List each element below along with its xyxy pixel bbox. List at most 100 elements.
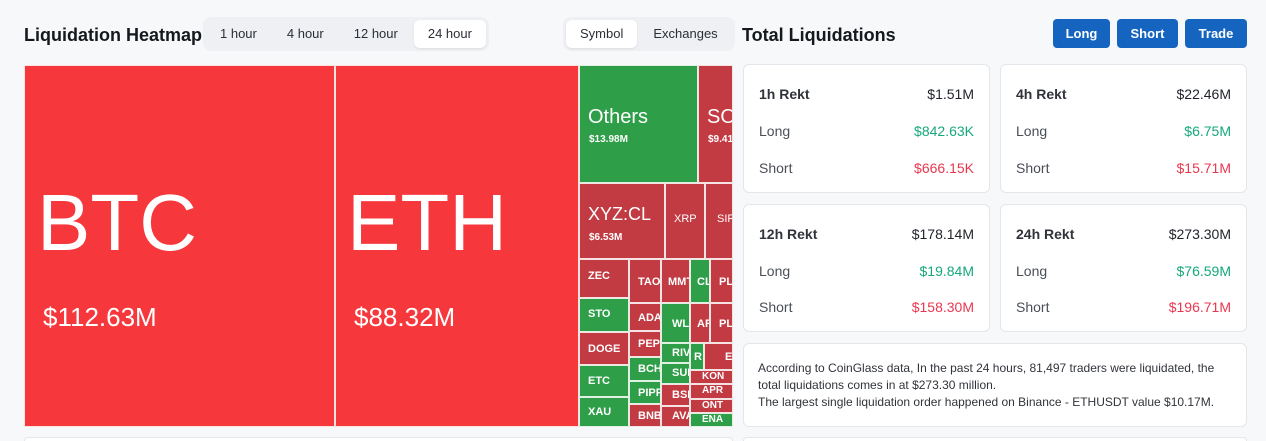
view-tabs: Symbol Exchanges	[563, 17, 735, 51]
short-button[interactable]: Short	[1117, 19, 1178, 48]
next-panel-edge-right	[743, 437, 1247, 441]
tile-symbol: KON	[702, 371, 725, 382]
tile-r[interactable]: R	[690, 343, 704, 370]
tile-symbol: SIR	[717, 213, 732, 225]
tile-symbol: E	[725, 351, 733, 363]
tile-sol[interactable]: SOL $9.41M	[698, 65, 733, 183]
tile-symbol: BTC	[37, 178, 197, 267]
card-total: $22.46M	[1176, 86, 1231, 102]
liquidation-heatmap: BTC $112.63M ETH $88.32M Others $13.98M …	[24, 65, 733, 427]
tile-symbol: DOGE	[588, 343, 621, 355]
tile-wl[interactable]: WL	[661, 303, 690, 343]
tile-value: $6.53M	[589, 232, 623, 243]
long-label: Long	[759, 123, 791, 139]
tile-symbol: SOL	[707, 106, 732, 128]
tile-xyzcl[interactable]: XYZ:CL $6.53M	[579, 183, 665, 259]
tile-others[interactable]: Others $13.98M	[579, 65, 698, 183]
tile-sto[interactable]: STO	[579, 298, 629, 332]
long-button[interactable]: Long	[1053, 19, 1110, 48]
tile-symbol: XRP	[674, 213, 697, 225]
short-label: Short	[759, 299, 793, 315]
tab-24-hour[interactable]: 24 hour	[413, 20, 486, 48]
rekt-card-4h: 4h Rekt $22.46M Long $6.75M Short $15.71M	[1000, 64, 1247, 193]
tile-ena[interactable]: ENA	[690, 413, 733, 427]
tile-riv[interactable]: RIV	[661, 343, 690, 363]
tile-mmt[interactable]: MMT	[661, 259, 690, 303]
card-total: $273.30M	[1168, 226, 1231, 242]
tile-symbol: ENA	[702, 414, 724, 425]
tile-pl-2[interactable]: PL	[710, 303, 733, 343]
tile-symbol: ETH	[347, 178, 507, 267]
tile-symbol: PIPPI	[638, 387, 660, 399]
tab-symbol[interactable]: Symbol	[566, 20, 638, 48]
tile-symbol: PL	[719, 276, 733, 288]
tile-symbol: R	[694, 351, 702, 363]
tile-ont[interactable]: ONT	[690, 399, 733, 413]
long-value: $76.59M	[1176, 263, 1231, 279]
tile-ar[interactable]: AR	[690, 303, 710, 343]
tile-sui[interactable]: SUI	[661, 363, 690, 384]
card-title: 24h Rekt	[1016, 226, 1075, 242]
tile-symbol: BSB	[672, 389, 689, 401]
tile-bsb[interactable]: BSB	[661, 384, 690, 406]
tab-exchanges[interactable]: Exchanges	[653, 26, 718, 41]
tab-4-hour[interactable]: 4 hour	[286, 26, 324, 41]
tile-symbol: PL	[719, 318, 733, 330]
tile-symbol: ZEC	[588, 270, 610, 282]
tile-pepe[interactable]: PEPE	[629, 331, 661, 357]
tile-symbol: AR	[697, 318, 709, 330]
short-label: Short	[759, 160, 793, 176]
card-title: 12h Rekt	[759, 226, 818, 242]
tile-symbol: XYZ:CL	[588, 204, 652, 224]
next-panel-edge-left	[24, 437, 733, 441]
tile-btc[interactable]: BTC $112.63M	[24, 65, 335, 427]
rekt-card-1h: 1h Rekt $1.51M Long $842.63K Short $666.15K	[743, 64, 990, 193]
tile-symbol: ONT	[702, 400, 724, 411]
summary-line-1: According to CoinGlass data, In the past…	[758, 361, 1215, 392]
card-total: $1.51M	[927, 86, 974, 102]
tile-apr[interactable]: APR	[690, 384, 733, 399]
tile-sir[interactable]: SIR	[705, 183, 733, 259]
tile-value: $13.98M	[589, 134, 628, 145]
tile-symbol: MMT	[668, 276, 689, 288]
tile-kon[interactable]: KON	[690, 370, 733, 384]
tile-symbol: SUI	[672, 367, 690, 379]
tile-symbol: XAU	[588, 406, 612, 418]
long-value: $6.75M	[1184, 123, 1231, 139]
summary-line-2: The largest single liquidation order hap…	[758, 395, 1215, 409]
tile-symbol: WL	[672, 318, 690, 330]
liquidation-summary: According to CoinGlass data, In the past…	[743, 343, 1247, 427]
tile-symbol: BCH	[638, 363, 661, 375]
tile-zec[interactable]: ZEC	[579, 259, 629, 298]
tile-e[interactable]: E	[704, 343, 733, 370]
tile-symbol: APR	[702, 385, 724, 396]
tile-doge[interactable]: DOGE	[579, 332, 629, 365]
long-label: Long	[1016, 263, 1048, 279]
rekt-card-24h: 24h Rekt $273.30M Long $76.59M Short $196.7…	[1000, 204, 1247, 332]
tile-pippi[interactable]: PIPPI	[629, 381, 661, 404]
tile-symbol: Others	[588, 106, 649, 128]
rekt-card-12h: 12h Rekt $178.14M Long $19.84M Short $158.3…	[743, 204, 990, 332]
tile-symbol: PEPE	[638, 338, 661, 350]
tile-symbol: BNB	[638, 410, 661, 422]
tab-1-hour[interactable]: 1 hour	[220, 26, 257, 41]
tile-symbol: TAO	[638, 276, 661, 288]
short-label: Short	[1016, 299, 1050, 315]
tile-xau[interactable]: XAU	[579, 397, 629, 427]
short-value: $666.15K	[914, 160, 974, 176]
heatmap-title: Liquidation Heatmap	[24, 25, 203, 45]
tab-12-hour[interactable]: 12 hour	[353, 26, 398, 41]
tile-bch[interactable]: BCH	[629, 357, 661, 381]
tile-eth[interactable]: ETH $88.32M	[335, 65, 579, 427]
card-title: 4h Rekt	[1016, 86, 1067, 102]
tile-etc[interactable]: ETC	[579, 365, 629, 397]
tile-xrp[interactable]: XRP	[665, 183, 705, 259]
tile-tao[interactable]: TAO	[629, 259, 661, 303]
tile-symbol: ETC	[588, 375, 610, 387]
trade-button[interactable]: Trade	[1185, 19, 1247, 48]
tile-bnb[interactable]: BNB	[629, 404, 661, 427]
tile-ava[interactable]: AVA	[661, 406, 690, 427]
tile-pl-1[interactable]: PL	[710, 259, 733, 303]
tile-cl[interactable]: CL	[690, 259, 710, 303]
tile-ada[interactable]: ADA	[629, 303, 661, 331]
